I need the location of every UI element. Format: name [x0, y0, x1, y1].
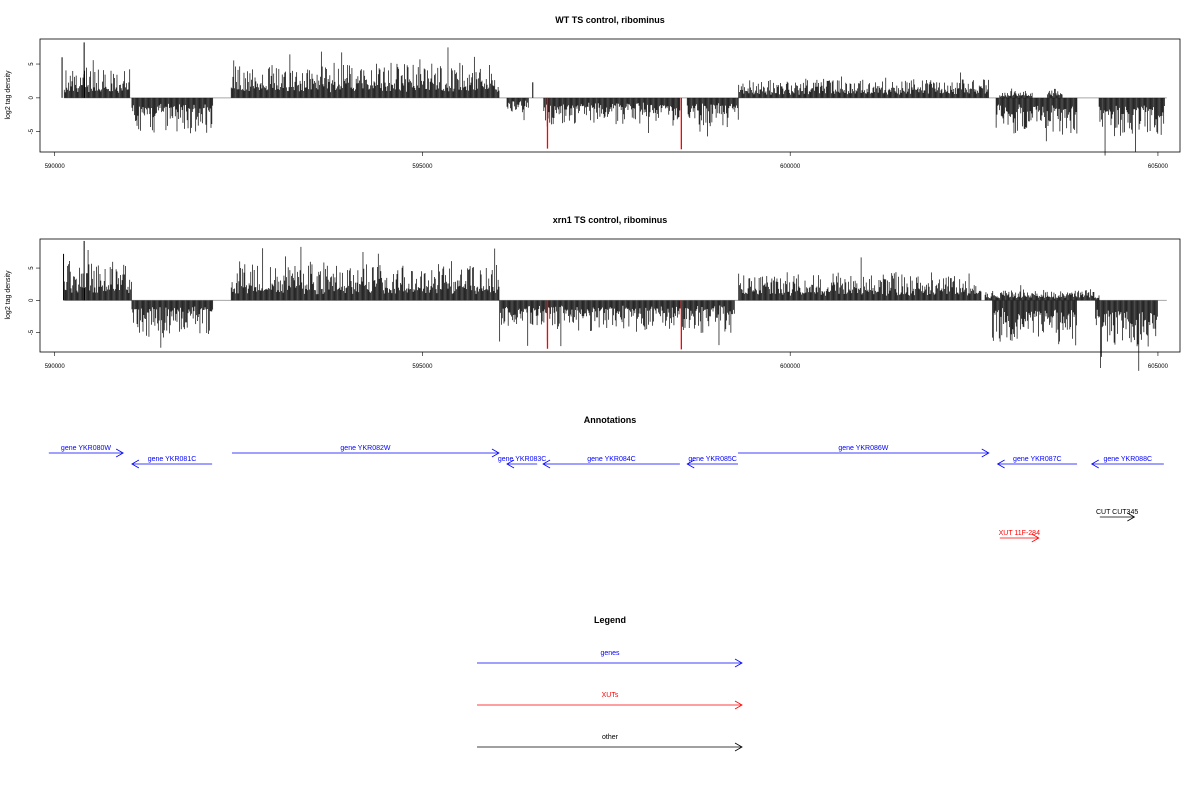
xrn1-y-ticks: -5 0 5	[29, 266, 40, 335]
feature-label: gene YKR088C	[1104, 456, 1153, 463]
xrn1-x-ticks: 590000 595000 600000 605000	[45, 352, 1169, 370]
x-tick-label: 605000	[1148, 164, 1169, 170]
y-tick-label: 5	[29, 266, 35, 270]
feature-label: XUT 11F-284	[999, 530, 1040, 537]
arrow-head-icon	[996, 459, 1005, 469]
xrn1-y-axis-label: log2 tag density	[5, 270, 12, 320]
legend-entry: other	[477, 734, 743, 752]
feature-label: gene YKR084C	[587, 456, 636, 463]
annotation-feature: gene YKR083C	[498, 456, 547, 469]
annotation-feature: gene YKR085C	[686, 456, 738, 469]
x-tick-label: 600000	[780, 164, 801, 170]
annotation-feature: CUT CUT345	[1096, 509, 1138, 522]
arrow-head-icon	[1090, 459, 1099, 469]
annotation-features: gene YKR080W gene YKR081C gene YKR082W gene…	[48, 445, 1164, 543]
annotation-feature: gene YKR080W	[48, 445, 124, 458]
arrow-head-icon	[734, 700, 743, 710]
arrow-head-icon	[981, 448, 990, 458]
legend-title: Legend	[594, 615, 626, 625]
annotation-feature: XUT 11F-284	[999, 530, 1040, 543]
y-tick-label: 0	[29, 298, 35, 302]
feature-label: gene YKR085C	[688, 456, 737, 463]
arrow-head-icon	[734, 742, 743, 752]
feature-label: gene YKR083C	[498, 456, 547, 463]
wt-y-axis-label: log2 tag density	[5, 70, 12, 120]
y-tick-label: -5	[29, 329, 35, 335]
wt-y-ticks: -5 0 5	[29, 62, 40, 134]
legend: Legend genes XUTs other	[477, 615, 743, 752]
arrow-head-icon	[131, 459, 140, 469]
wt-coverage-panel: WT TS control, ribominus log2 tag densit…	[5, 15, 1181, 170]
annotation-feature: gene YKR082W	[231, 445, 500, 458]
legend-label: genes	[600, 650, 620, 657]
arrow-head-icon	[542, 459, 551, 469]
y-tick-label: 0	[29, 96, 35, 100]
arrow-head-icon	[686, 459, 695, 469]
feature-label: gene YKR081C	[148, 456, 197, 463]
x-tick-label: 595000	[412, 364, 433, 370]
annotation-feature: gene YKR081C	[131, 456, 213, 469]
xrn1-panel-title: xrn1 TS control, ribominus	[553, 215, 668, 225]
annotation-feature: gene YKR086W	[737, 445, 990, 458]
arrow-head-icon	[506, 459, 515, 469]
arrow-head-icon	[115, 448, 124, 458]
feature-label: gene YKR082W	[340, 445, 390, 452]
x-tick-label: 590000	[45, 164, 66, 170]
legend-entry: XUTs	[477, 692, 743, 710]
feature-label: gene YKR080W	[61, 445, 111, 452]
y-tick-label: 5	[29, 62, 35, 66]
arrow-head-icon	[734, 658, 743, 668]
x-tick-label: 605000	[1148, 364, 1169, 370]
annotation-feature: gene YKR087C	[996, 456, 1078, 469]
legend-label: other	[602, 734, 619, 741]
feature-label: gene YKR086W	[838, 445, 888, 452]
feature-label: CUT CUT345	[1096, 509, 1138, 516]
arrow-head-icon	[1127, 512, 1136, 522]
wt-x-ticks: 590000 595000 600000 605000	[45, 152, 1169, 170]
annotation-feature: gene YKR084C	[542, 456, 680, 469]
annotations-title: Annotations	[584, 415, 637, 425]
x-tick-label: 590000	[45, 364, 66, 370]
feature-label: gene YKR087C	[1013, 456, 1062, 463]
y-tick-label: -5	[29, 128, 35, 134]
x-tick-label: 595000	[412, 164, 433, 170]
wt-bars	[61, 42, 1167, 156]
wt-plot-frame	[39, 38, 1181, 153]
arrow-head-icon	[491, 448, 500, 458]
wt-panel-title: WT TS control, ribominus	[555, 15, 665, 25]
annotation-feature: gene YKR088C	[1090, 456, 1164, 469]
legend-entries: genes XUTs other	[477, 650, 743, 752]
arrow-head-icon	[1031, 533, 1040, 543]
legend-entry: genes	[477, 650, 743, 668]
xrn1-coverage-panel: xrn1 TS control, ribominus log2 tag dens…	[5, 215, 1181, 371]
xrn1-bars	[63, 240, 1167, 371]
legend-label: XUTs	[602, 692, 619, 699]
xrn1-plot-frame	[39, 238, 1181, 353]
x-tick-label: 600000	[780, 364, 801, 370]
